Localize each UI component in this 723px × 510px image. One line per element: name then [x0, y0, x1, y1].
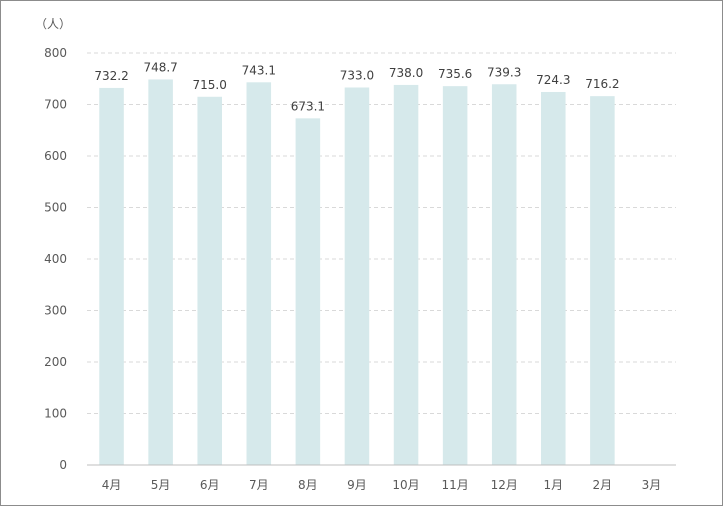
y-unit-label: （人）	[35, 17, 71, 31]
bars	[99, 79, 615, 466]
y-axis-ticks: 0 100 200 300 400 500 600 700 800	[44, 46, 67, 472]
data-label: 715.0	[193, 78, 227, 92]
x-tick-label: 9月	[347, 478, 367, 492]
data-label: 743.1	[242, 63, 276, 77]
x-tick-label: 11月	[441, 478, 468, 492]
y-tick-label: 100	[44, 407, 67, 421]
x-tick-label: 12月	[491, 478, 518, 492]
gridlines	[87, 52, 676, 414]
y-tick-label: 300	[44, 304, 67, 318]
y-tick-label: 600	[44, 149, 67, 163]
bar-11月	[442, 86, 468, 465]
x-tick-label: 8月	[298, 478, 318, 492]
bar-6月	[197, 96, 222, 466]
bar-12月	[491, 84, 517, 465]
x-tick-label: 7月	[249, 478, 269, 492]
x-tick-label: 6月	[200, 478, 220, 492]
bar-2月	[590, 96, 615, 466]
x-tick-label: 4月	[102, 478, 122, 492]
y-tick-label: 0	[59, 458, 67, 472]
data-label: 735.6	[438, 67, 472, 81]
data-label: 733.0	[340, 69, 374, 83]
y-tick-label: 700	[44, 98, 67, 112]
data-label: 748.7	[143, 60, 177, 74]
x-tick-label: 10月	[392, 478, 419, 492]
y-tick-label: 800	[44, 46, 67, 60]
x-tick-label: 3月	[642, 478, 662, 492]
bar-4月	[99, 87, 124, 466]
data-label: 724.3	[536, 73, 570, 87]
x-tick-label: 1月	[543, 478, 563, 492]
data-label: 716.2	[585, 77, 619, 91]
data-label: 673.1	[291, 99, 325, 113]
bar-8月	[295, 118, 321, 465]
y-tick-label: 400	[44, 252, 67, 266]
bar-1月	[541, 91, 566, 465]
data-labels: 732.2 748.7 715.0 743.1 673.1 733.0 738.0 735.6…	[94, 60, 619, 113]
bar-5月	[148, 79, 173, 466]
x-tick-label: 2月	[593, 478, 613, 492]
bar-9月	[344, 87, 370, 465]
data-label: 738.0	[389, 66, 423, 80]
x-tick-label: 5月	[151, 478, 171, 492]
y-tick-label: 200	[44, 355, 67, 369]
data-label: 739.3	[487, 65, 521, 79]
bar-10月	[393, 84, 419, 466]
x-axis-ticks: 4月 5月 6月 7月 8月 9月 10月 11月 12月 1月 2月 3月	[102, 478, 662, 492]
y-tick-label: 500	[44, 201, 67, 215]
data-label: 732.2	[94, 69, 128, 83]
bar-7月	[246, 82, 272, 465]
